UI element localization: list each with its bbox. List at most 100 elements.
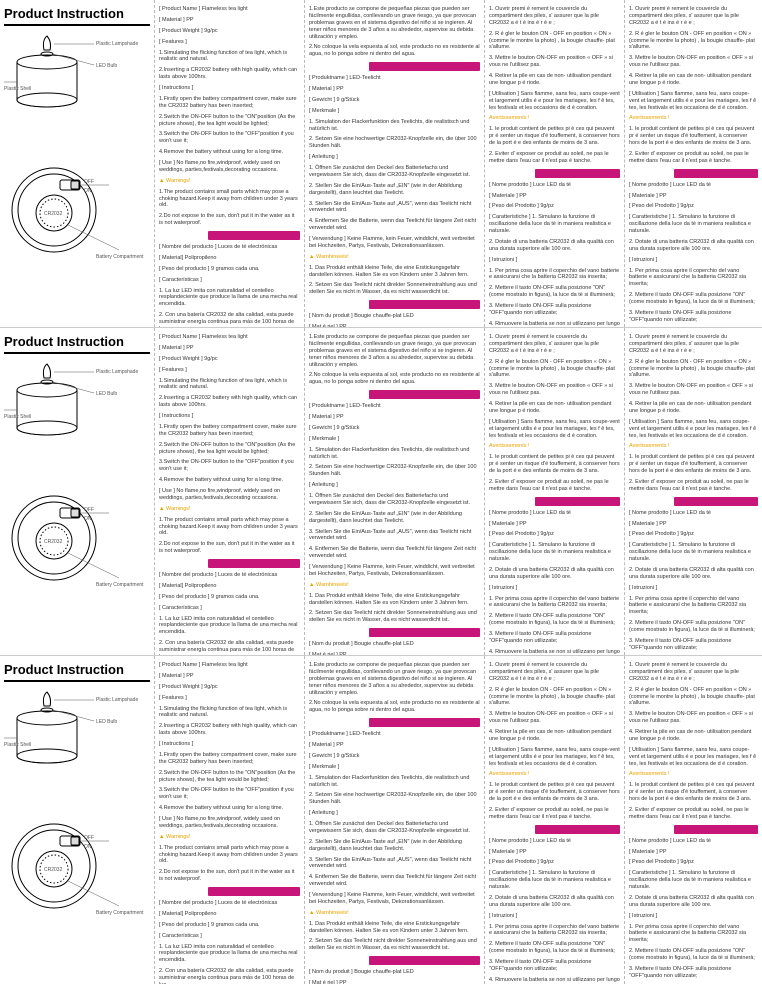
text-feat1: 1. Simulation der Flackerfunktion des Te… bbox=[309, 447, 480, 461]
text-warn: Avertissements ! bbox=[629, 115, 758, 122]
svg-text:ON: ON bbox=[84, 516, 92, 522]
candle-diagram: Plastic Lampshade LED Bulb Plastic Shell bbox=[4, 360, 150, 472]
text-mat: [ Mat é riel ] PP bbox=[309, 324, 480, 327]
text-feat2: 2. Dotate di una batteria CR2032 di alta… bbox=[629, 895, 758, 909]
fr2-column: 1. Ouvrir premi è rement le couvercle du… bbox=[485, 328, 625, 655]
candle-diagram: Plastic Lampshade LED Bulb Plastic Shell bbox=[4, 32, 150, 144]
text-warn: ▲ Warnhinweis! bbox=[309, 254, 480, 261]
svg-text:OFF: OFF bbox=[84, 507, 94, 513]
text-i3: 3.Switch the ON-OFF button to the "OFF"p… bbox=[159, 459, 300, 473]
es-de-fr-column: 1.Este producto se compone de pequeñas p… bbox=[305, 656, 485, 984]
text-feat: [ Características ] bbox=[159, 277, 300, 284]
text-l1: 1. Ouvrir premi è rement le couvercle du… bbox=[629, 662, 758, 683]
text-i2: 2. Stellen Sie die Ein/Aus-Taste auf „EI… bbox=[309, 839, 480, 853]
text-instr: [ Instructions ] bbox=[159, 413, 300, 420]
text-feat: [ Caratteristiche ] 1. Simulano la funzi… bbox=[489, 214, 620, 235]
magenta-bar bbox=[369, 62, 480, 71]
text-use: [ Utilisation ] Sans flamme, sans feu, s… bbox=[489, 91, 620, 112]
base-diagram: OFF ON CR2032 Battery Compartment bbox=[4, 806, 150, 938]
text-feat: [ Features ] bbox=[159, 367, 300, 374]
text-l1: 1. Ouvrir premi è rement le couvercle du… bbox=[629, 6, 758, 27]
panel-title: Product Instruction bbox=[4, 6, 150, 26]
svg-text:Plastic Lampshade: Plastic Lampshade bbox=[96, 41, 138, 47]
text-w2: 2.Do not expose to the sun, don't put it… bbox=[159, 869, 300, 883]
text-feat1: 1. Simulation der Flackerfunktion des Te… bbox=[309, 119, 480, 133]
svg-text:Battery Compartment: Battery Compartment bbox=[96, 910, 144, 916]
text-i1: 1. Per prima cosa aprire il coperchio de… bbox=[629, 596, 758, 617]
text-l2: 2. R é gler le bouton ON - OFF en positi… bbox=[629, 687, 758, 708]
svg-text:CR2032: CR2032 bbox=[44, 539, 63, 545]
text-instr: [ Istruzioni ] bbox=[489, 913, 620, 920]
text-use: [ Verwendung ] Keine Flamme, kein Feuer,… bbox=[309, 564, 480, 578]
text-w2: 2. Setzen Sie das Teelicht nicht direkte… bbox=[309, 610, 480, 624]
text-feat: [ Merkmale ] bbox=[309, 108, 480, 115]
text-feat1: 1. La luz LED imita con naturalidad el c… bbox=[159, 944, 300, 965]
text-feat2: 2. Dotate di una batteria CR2032 di alta… bbox=[629, 567, 758, 581]
text-use: [ Verwendung ] Keine Flamme, kein Feuer,… bbox=[309, 892, 480, 906]
text-mat: [ Material] Polipropileno bbox=[159, 255, 300, 262]
text-mat: [ Mat é riel ] PP bbox=[309, 652, 480, 655]
text-pname: [ Nom du produit ] Bougie chauffe-plat L… bbox=[309, 969, 480, 976]
text-weight: [ Product Weight ] 9g/pc bbox=[159, 356, 300, 363]
text-mat: [ Materiale ] PP bbox=[489, 849, 620, 856]
text-p1: 1.Este producto se compone de pequeñas p… bbox=[309, 662, 480, 696]
instruction-panel: Product Instruction Plastic Lampshade LE… bbox=[0, 656, 762, 984]
svg-text:CR2032: CR2032 bbox=[44, 211, 63, 217]
text-feat2: 2. Con una batería CR2032 de alta calida… bbox=[159, 640, 300, 655]
text-i3: 3. Stellen Sie die Ein/Aus-Taste auf „AU… bbox=[309, 857, 480, 871]
text-i4: 4. Entfernen Sie die Batterie, wenn das … bbox=[309, 546, 480, 560]
text-weight: [ Peso del Prodotto ] 9g/pz bbox=[629, 531, 758, 538]
text-l3: 3. Mettre le bouton ON-OFF en position «… bbox=[629, 55, 758, 69]
text-instr: [ Anleitung ] bbox=[309, 482, 480, 489]
magenta-bar bbox=[674, 825, 758, 834]
text-warn: ▲ Warnings! bbox=[159, 834, 300, 841]
text-i1: 1. Per prima cosa aprire il coperchio de… bbox=[489, 924, 620, 938]
text-weight: [ Peso del Prodotto ] 9g/pz bbox=[489, 859, 620, 866]
text-i2: 2. Stellen Sie die Ein/Aus-Taste auf „EI… bbox=[309, 183, 480, 197]
text-weight: [ Peso del Prodotto ] 9g/pz bbox=[489, 203, 620, 210]
text-pname: [ Nom du produit ] Bougie chauffe-plat L… bbox=[309, 641, 480, 648]
text-l3: 3. Mettre le bouton ON-OFF en position «… bbox=[489, 55, 620, 69]
text-pname: [ Product Name ] Flameless tea light bbox=[159, 662, 300, 669]
text-i4: 4. Entfernen Sie die Batterie, wenn das … bbox=[309, 874, 480, 888]
text-feat1: 1.Simulating the flicking function of te… bbox=[159, 706, 300, 720]
text-instr: [ Istruzioni ] bbox=[489, 585, 620, 592]
text-i3: 3.Switch the ON-OFF button to the "OFF"p… bbox=[159, 787, 300, 801]
text-feat2: 2. Con una batería CR2032 de alta calida… bbox=[159, 968, 300, 984]
svg-text:LED Bulb: LED Bulb bbox=[96, 391, 117, 397]
text-instr: [ Istruzioni ] bbox=[489, 257, 620, 264]
instruction-panel: Product Instruction Plastic Lampshade LE… bbox=[0, 0, 762, 328]
text-l1: 1. Ouvrir premi è rement le couvercle du… bbox=[629, 334, 758, 355]
text-i4: 4. Rimuovere la batteria se non si utili… bbox=[489, 649, 620, 655]
text-w1: 1. le produit contient de petites pi è c… bbox=[489, 126, 620, 147]
text-use: [ Utilisation ] Sans flamme, sans feu, s… bbox=[489, 747, 620, 768]
text-i3: 3. Mettere il tasto ON-OFF sulla posizio… bbox=[489, 959, 620, 973]
text-i2: 2. Mettere il tasto ON-OFF sulla posizio… bbox=[489, 285, 620, 299]
diagram-column: Product Instruction Plastic Lampshade LE… bbox=[0, 656, 155, 984]
text-pname: [ Nombre del producto ] Luces de té elec… bbox=[159, 244, 300, 251]
text-i2: 2. Stellen Sie die Ein/Aus-Taste auf „EI… bbox=[309, 511, 480, 525]
text-i1: 1. Öffnen Sie zunächst den Deckel des Ba… bbox=[309, 821, 480, 835]
text-feat1: 1. La luz LED imita con naturalidad el c… bbox=[159, 288, 300, 309]
text-l1: 1. Ouvrir premi è rement le couvercle du… bbox=[489, 334, 620, 355]
text-feat: [ Merkmale ] bbox=[309, 764, 480, 771]
magenta-bar bbox=[535, 169, 620, 178]
text-l1: 1. Ouvrir premi è rement le couvercle du… bbox=[489, 6, 620, 27]
text-i1: 1. Per prima cosa aprire il coperchio de… bbox=[489, 268, 620, 282]
magenta-bar bbox=[674, 169, 758, 178]
es-de-fr-column: 1.Este producto se compone de pequeñas p… bbox=[305, 328, 485, 655]
text-warn: ▲ Warnings! bbox=[159, 506, 300, 513]
text-warn: ▲ Warnhinweis! bbox=[309, 910, 480, 917]
text-i4: 4.Remove the battery without using for a… bbox=[159, 805, 300, 812]
text-l2: 2. R é gler le bouton ON - OFF en positi… bbox=[489, 687, 620, 708]
text-weight: [ Peso del Prodotto ] 9g/pz bbox=[629, 203, 758, 210]
text-l2: 2. R é gler le bouton ON - OFF en positi… bbox=[489, 31, 620, 52]
text-pname: [ Nome prodotto ] Luce LED da tè bbox=[629, 510, 758, 517]
panel-title: Product Instruction bbox=[4, 662, 150, 682]
svg-text:OFF: OFF bbox=[84, 835, 94, 841]
text-w1: 1. le produit contient de petites pi è c… bbox=[489, 782, 620, 803]
text-i1: 1. Öffnen Sie zunächst den Deckel des Ba… bbox=[309, 493, 480, 507]
text-pname: [ Nome prodotto ] Luce LED da tè bbox=[489, 182, 620, 189]
text-weight: [ Gewicht ] 9 g/Stück bbox=[309, 753, 480, 760]
text-i3: 3. Mettere il tasto ON-OFF sulla posizio… bbox=[629, 310, 758, 324]
